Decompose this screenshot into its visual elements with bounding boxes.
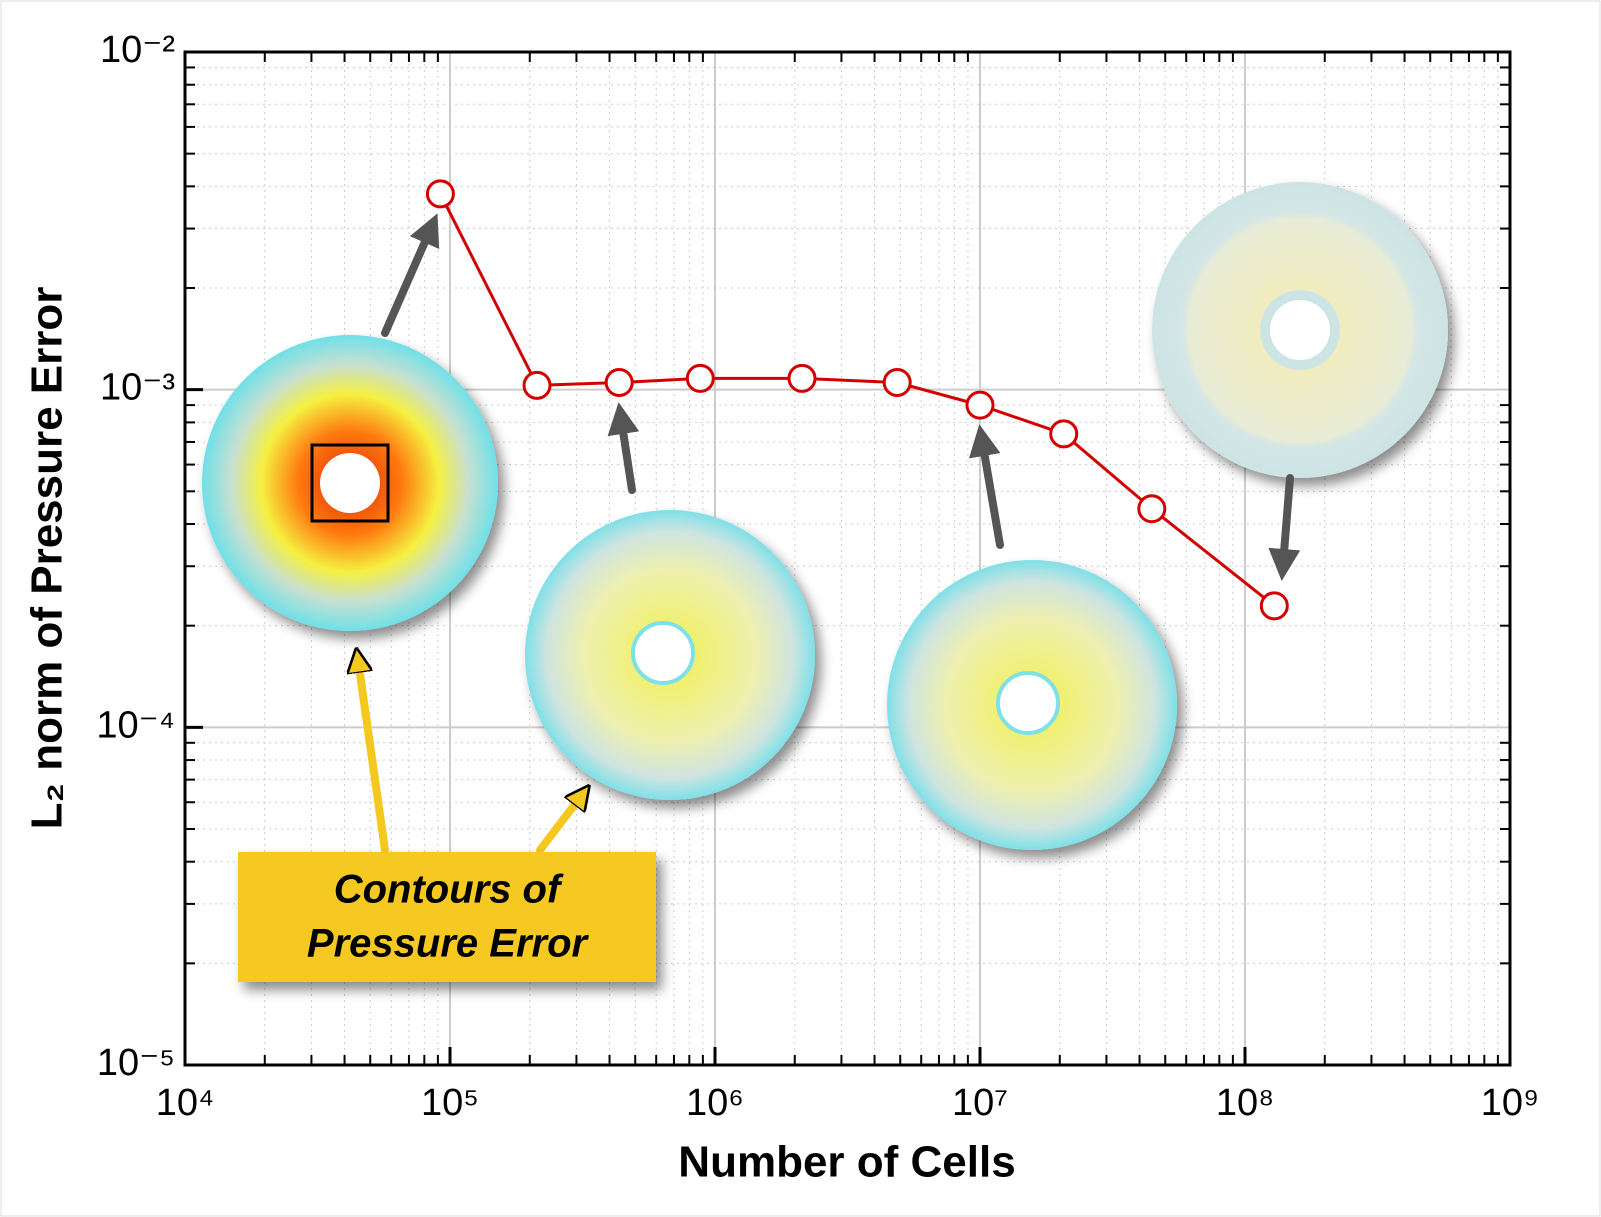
annotation: Contours of xyxy=(334,868,564,912)
data-point xyxy=(1259,591,1289,621)
x-tick-label: 10⁷ xyxy=(952,1082,1008,1124)
y-tick-label: 10⁻⁴ xyxy=(96,704,175,746)
arrow xyxy=(358,660,389,854)
x-tick-label: 10⁴ xyxy=(156,1082,215,1124)
arrow xyxy=(968,424,1004,549)
data-point xyxy=(425,179,455,209)
data-point xyxy=(604,368,634,398)
x-tick-label: 10⁶ xyxy=(686,1082,744,1124)
arrow xyxy=(536,795,582,854)
contour-images xyxy=(202,182,1448,850)
annotation: Pressure Error xyxy=(307,922,590,966)
y-axis-label: L₂ norm of Pressure Error xyxy=(23,287,72,830)
disc-hole xyxy=(1270,300,1330,360)
data-point xyxy=(882,368,912,398)
data-point xyxy=(1049,419,1079,449)
arrow xyxy=(1268,474,1301,581)
disc-hole xyxy=(631,621,695,685)
arrows xyxy=(358,213,1301,854)
x-tick-label: 10⁹ xyxy=(1481,1082,1540,1124)
data-point xyxy=(1137,494,1167,524)
arrow xyxy=(607,402,640,494)
data-point xyxy=(787,363,817,393)
y-tick-label: 10⁻² xyxy=(100,29,175,71)
annotation-box xyxy=(238,852,656,982)
mesh-square xyxy=(310,443,390,523)
x-axis-label: Number of Cells xyxy=(678,1138,1015,1187)
data-point xyxy=(965,390,995,420)
plot xyxy=(425,179,1289,621)
data-point xyxy=(685,363,715,393)
arrow xyxy=(381,213,440,337)
x-tick-label: 10⁸ xyxy=(1216,1082,1274,1124)
data-point xyxy=(522,370,552,400)
plot-border xyxy=(183,50,1512,1067)
x-tick-label: 10⁵ xyxy=(421,1082,479,1124)
y-tick-label: 10⁻⁵ xyxy=(97,1042,175,1084)
disc-hole xyxy=(320,453,380,513)
disc-hole xyxy=(996,671,1060,735)
series-line xyxy=(439,193,1276,608)
y-tick-label: 10⁻³ xyxy=(100,367,175,409)
